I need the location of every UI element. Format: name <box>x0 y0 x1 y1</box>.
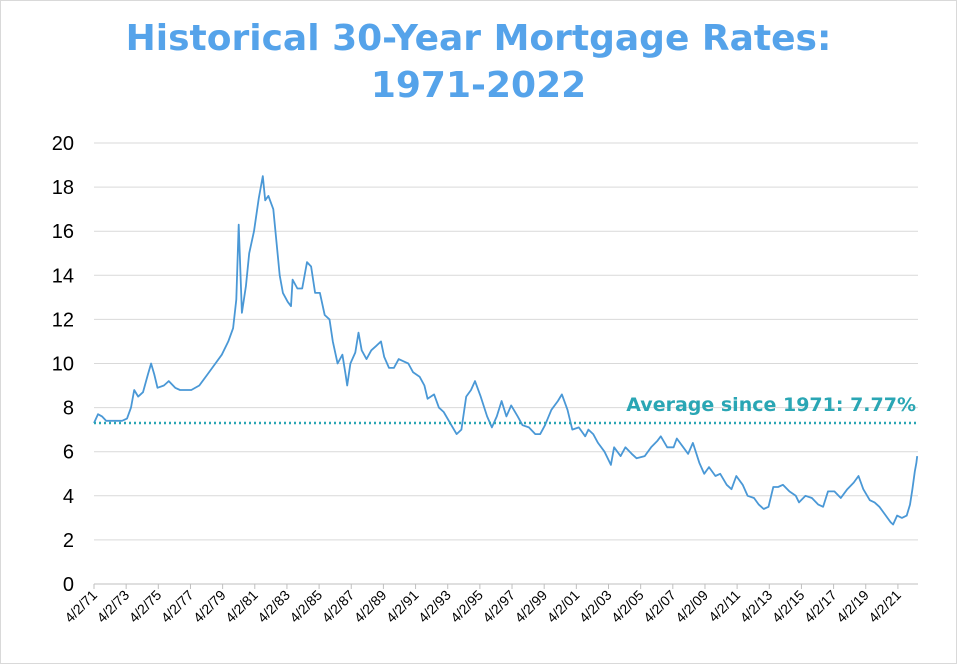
y-axis-ticks: 0 2 4 6 8 10 12 14 16 18 20 <box>52 133 74 596</box>
x-tick-label: 4/2/89 <box>351 587 390 626</box>
x-tick-label: 4/2/73 <box>93 587 132 626</box>
x-tick-label: 4/2/19 <box>833 587 872 626</box>
chart-title-line-2: 1971-2022 <box>370 64 587 106</box>
grid-lines <box>94 142 918 541</box>
x-tick-label: 4/2/11 <box>705 587 743 625</box>
x-tick-label: 4/2/17 <box>801 587 840 626</box>
x-tick-label: 4/2/01 <box>544 587 583 626</box>
average-label: Average since 1971: 7.77% <box>626 394 916 416</box>
x-tick-label: 4/2/81 <box>222 587 261 626</box>
x-tick-label: 4/2/87 <box>319 587 358 626</box>
y-tick-label: 6 <box>63 442 74 464</box>
y-tick-label: 16 <box>52 221 74 243</box>
y-tick-label: 20 <box>52 133 74 155</box>
x-tick-label: 4/2/95 <box>447 587 486 626</box>
x-tick-label: 4/2/03 <box>576 587 615 626</box>
y-tick-label: 2 <box>63 530 74 552</box>
x-tick-label: 4/2/91 <box>383 587 422 626</box>
chart-title-line-1: Historical 30-Year Mortgage Rates: <box>125 18 832 59</box>
y-tick-label: 14 <box>52 265 74 287</box>
series-group <box>93 175 919 526</box>
y-tick-label: 18 <box>52 177 74 199</box>
y-tick-label: 4 <box>63 486 74 508</box>
x-tick-label: 4/2/13 <box>737 587 776 626</box>
x-tick-label: 4/2/77 <box>158 587 197 626</box>
x-tick-label: 4/2/97 <box>479 587 518 626</box>
y-tick-label: 10 <box>52 354 74 376</box>
x-tick-label: 4/2/79 <box>190 587 229 626</box>
x-tick-label: 4/2/93 <box>415 587 454 626</box>
x-tick-label: 4/2/85 <box>286 587 325 626</box>
x-tick-label: 4/2/07 <box>640 587 679 626</box>
average-reference: Average since 1971: 7.77% <box>94 394 918 425</box>
x-tick-label: 4/2/99 <box>511 587 550 626</box>
y-tick-label: 8 <box>63 398 74 420</box>
chart-title: Historical 30-Year Mortgage Rates: 1971-… <box>0 16 957 110</box>
x-tick-label: 4/2/09 <box>672 587 711 626</box>
y-tick-label: 0 <box>63 574 74 596</box>
x-tick-label: 4/2/21 <box>865 587 904 626</box>
x-tick-label: 4/2/83 <box>254 587 293 626</box>
series-line-0 <box>93 175 919 526</box>
y-tick-label: 12 <box>52 309 74 331</box>
x-tick-label: 4/2/15 <box>769 587 808 626</box>
x-tick-label: 4/2/75 <box>126 587 165 626</box>
x-axis-ticks: 4/2/714/2/734/2/754/2/774/2/794/2/814/2/… <box>61 584 904 626</box>
x-tick-label: 4/2/05 <box>608 587 647 626</box>
